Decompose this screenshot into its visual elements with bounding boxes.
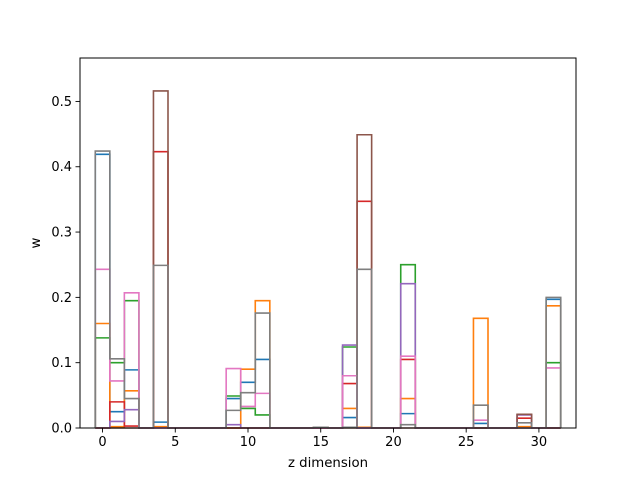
x-tick-label: 10 — [240, 435, 257, 450]
x-axis: 0 5 10 15 20 25 30 — [98, 428, 547, 450]
x-axis-label: z dimension — [288, 456, 368, 471]
x-tick-label: 5 — [171, 435, 179, 450]
x-tick-label: 15 — [312, 435, 329, 450]
x-tick-label: 20 — [385, 435, 402, 450]
y-tick-label: 0.5 — [51, 95, 72, 110]
y-tick-label: 0.0 — [51, 422, 72, 437]
plot-frame — [79, 57, 577, 429]
y-tick-label: 0.3 — [51, 226, 72, 241]
y-tick-label: 0.1 — [51, 356, 72, 371]
x-tick-label: 25 — [458, 435, 475, 450]
y-axis-label: w — [29, 237, 44, 248]
y-axis: 0.0 0.1 0.2 0.3 0.4 0.5 — [51, 95, 80, 437]
y-tick-label: 0.4 — [51, 160, 72, 175]
x-tick-label: 30 — [531, 435, 548, 450]
y-tick-label: 0.2 — [51, 291, 72, 306]
x-tick-label: 0 — [98, 435, 106, 450]
